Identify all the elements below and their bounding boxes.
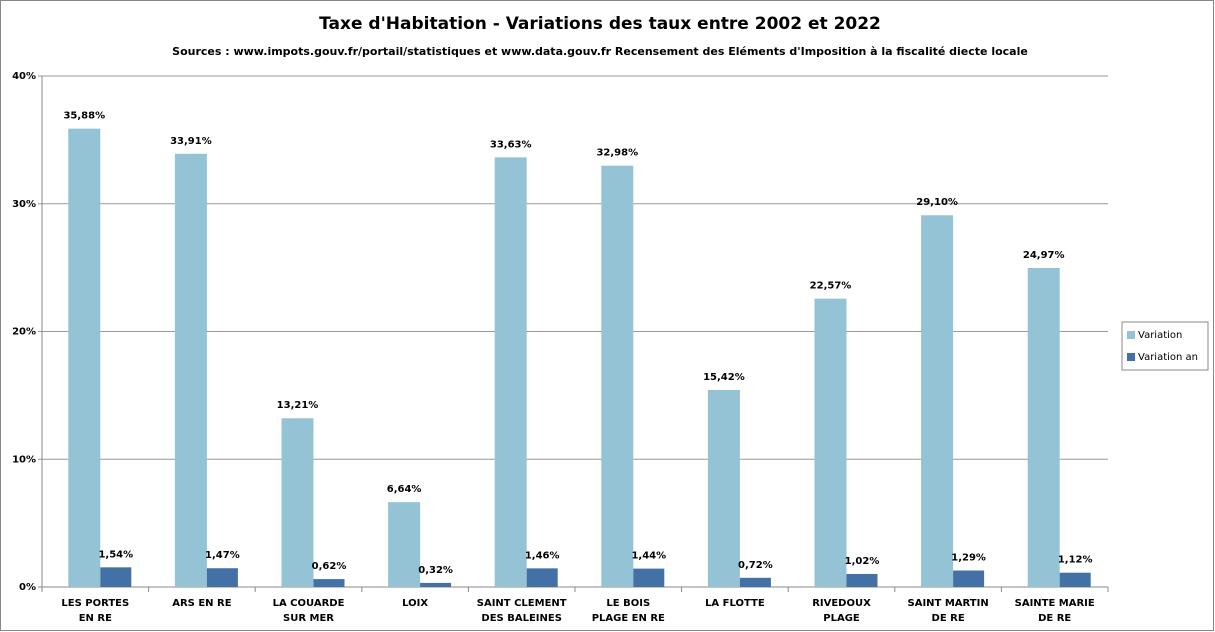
y-tick-label: 20% bbox=[12, 327, 36, 338]
value-label: 1,02% bbox=[845, 556, 880, 567]
x-tick-label: LES PORTES EN RE bbox=[61, 598, 130, 624]
x-tick-label: LOIX bbox=[402, 598, 429, 609]
value-label: 33,63% bbox=[490, 139, 532, 150]
value-label: 29,10% bbox=[916, 197, 958, 208]
value-label: 13,21% bbox=[277, 400, 319, 411]
legend-swatch bbox=[1127, 331, 1135, 339]
bar bbox=[953, 570, 985, 587]
value-label: 22,57% bbox=[810, 281, 852, 292]
bar bbox=[633, 568, 665, 587]
x-tick-label: SAINT CLEMENT DES BALEINES bbox=[476, 598, 567, 624]
y-tick-label: 10% bbox=[12, 454, 36, 465]
bar bbox=[420, 582, 452, 587]
value-label: 33,91% bbox=[170, 136, 212, 147]
value-label: 1,29% bbox=[951, 553, 986, 564]
bar bbox=[707, 390, 740, 587]
x-tick-label: ARS EN RE bbox=[172, 598, 232, 609]
y-tick-label: 0% bbox=[19, 582, 36, 593]
bar bbox=[601, 165, 634, 588]
x-tick-label: LA FLOTTE bbox=[705, 598, 765, 609]
bar bbox=[739, 577, 771, 587]
bar bbox=[494, 157, 527, 587]
bar bbox=[313, 579, 345, 587]
legend-label: Variation an bbox=[1138, 352, 1198, 363]
x-tick-label: SAINTE MARIE DE RE bbox=[1014, 598, 1095, 624]
value-label: 1,12% bbox=[1058, 555, 1093, 566]
y-tick-label: 30% bbox=[12, 199, 36, 210]
legend-swatch bbox=[1127, 353, 1135, 361]
value-label: 15,42% bbox=[703, 372, 745, 383]
value-label: 0,62% bbox=[312, 561, 347, 572]
value-label: 6,64% bbox=[387, 484, 422, 495]
value-label: 24,97% bbox=[1023, 250, 1065, 261]
value-label: 35,88% bbox=[63, 111, 105, 122]
bar bbox=[1027, 268, 1060, 587]
bar bbox=[388, 502, 421, 587]
x-tick-label: SAINT MARTIN DE RE bbox=[907, 598, 989, 624]
bar bbox=[174, 153, 207, 587]
bar bbox=[68, 128, 101, 587]
value-label: 1,44% bbox=[631, 551, 666, 562]
value-label: 0,72% bbox=[738, 560, 773, 571]
value-label: 1,54% bbox=[98, 549, 133, 560]
chart-subtitle: Sources : www.impots.gouv.fr/portail/sta… bbox=[172, 45, 1028, 58]
value-label: 1,46% bbox=[525, 550, 560, 561]
y-tick-label: 40% bbox=[12, 71, 36, 82]
value-label: 1,47% bbox=[205, 550, 240, 561]
bar bbox=[281, 418, 314, 587]
chart-title: Taxe d'Habitation - Variations des taux … bbox=[319, 14, 881, 34]
legend-label: Variation bbox=[1138, 330, 1182, 341]
bar bbox=[526, 568, 558, 587]
bar bbox=[814, 298, 847, 587]
bar bbox=[846, 573, 878, 587]
bar bbox=[100, 567, 132, 587]
x-tick-label: RIVEDOUX PLAGE bbox=[812, 598, 871, 624]
bar bbox=[921, 215, 954, 587]
x-tick-label: LE BOIS PLAGE EN RE bbox=[591, 598, 665, 624]
bar bbox=[1059, 572, 1091, 587]
bar bbox=[206, 568, 238, 587]
legend-box bbox=[1121, 321, 1209, 371]
x-tick-label: LA COUARDE SUR MER bbox=[272, 598, 345, 624]
value-label: 0,32% bbox=[418, 565, 453, 576]
value-label: 32,98% bbox=[596, 148, 638, 159]
